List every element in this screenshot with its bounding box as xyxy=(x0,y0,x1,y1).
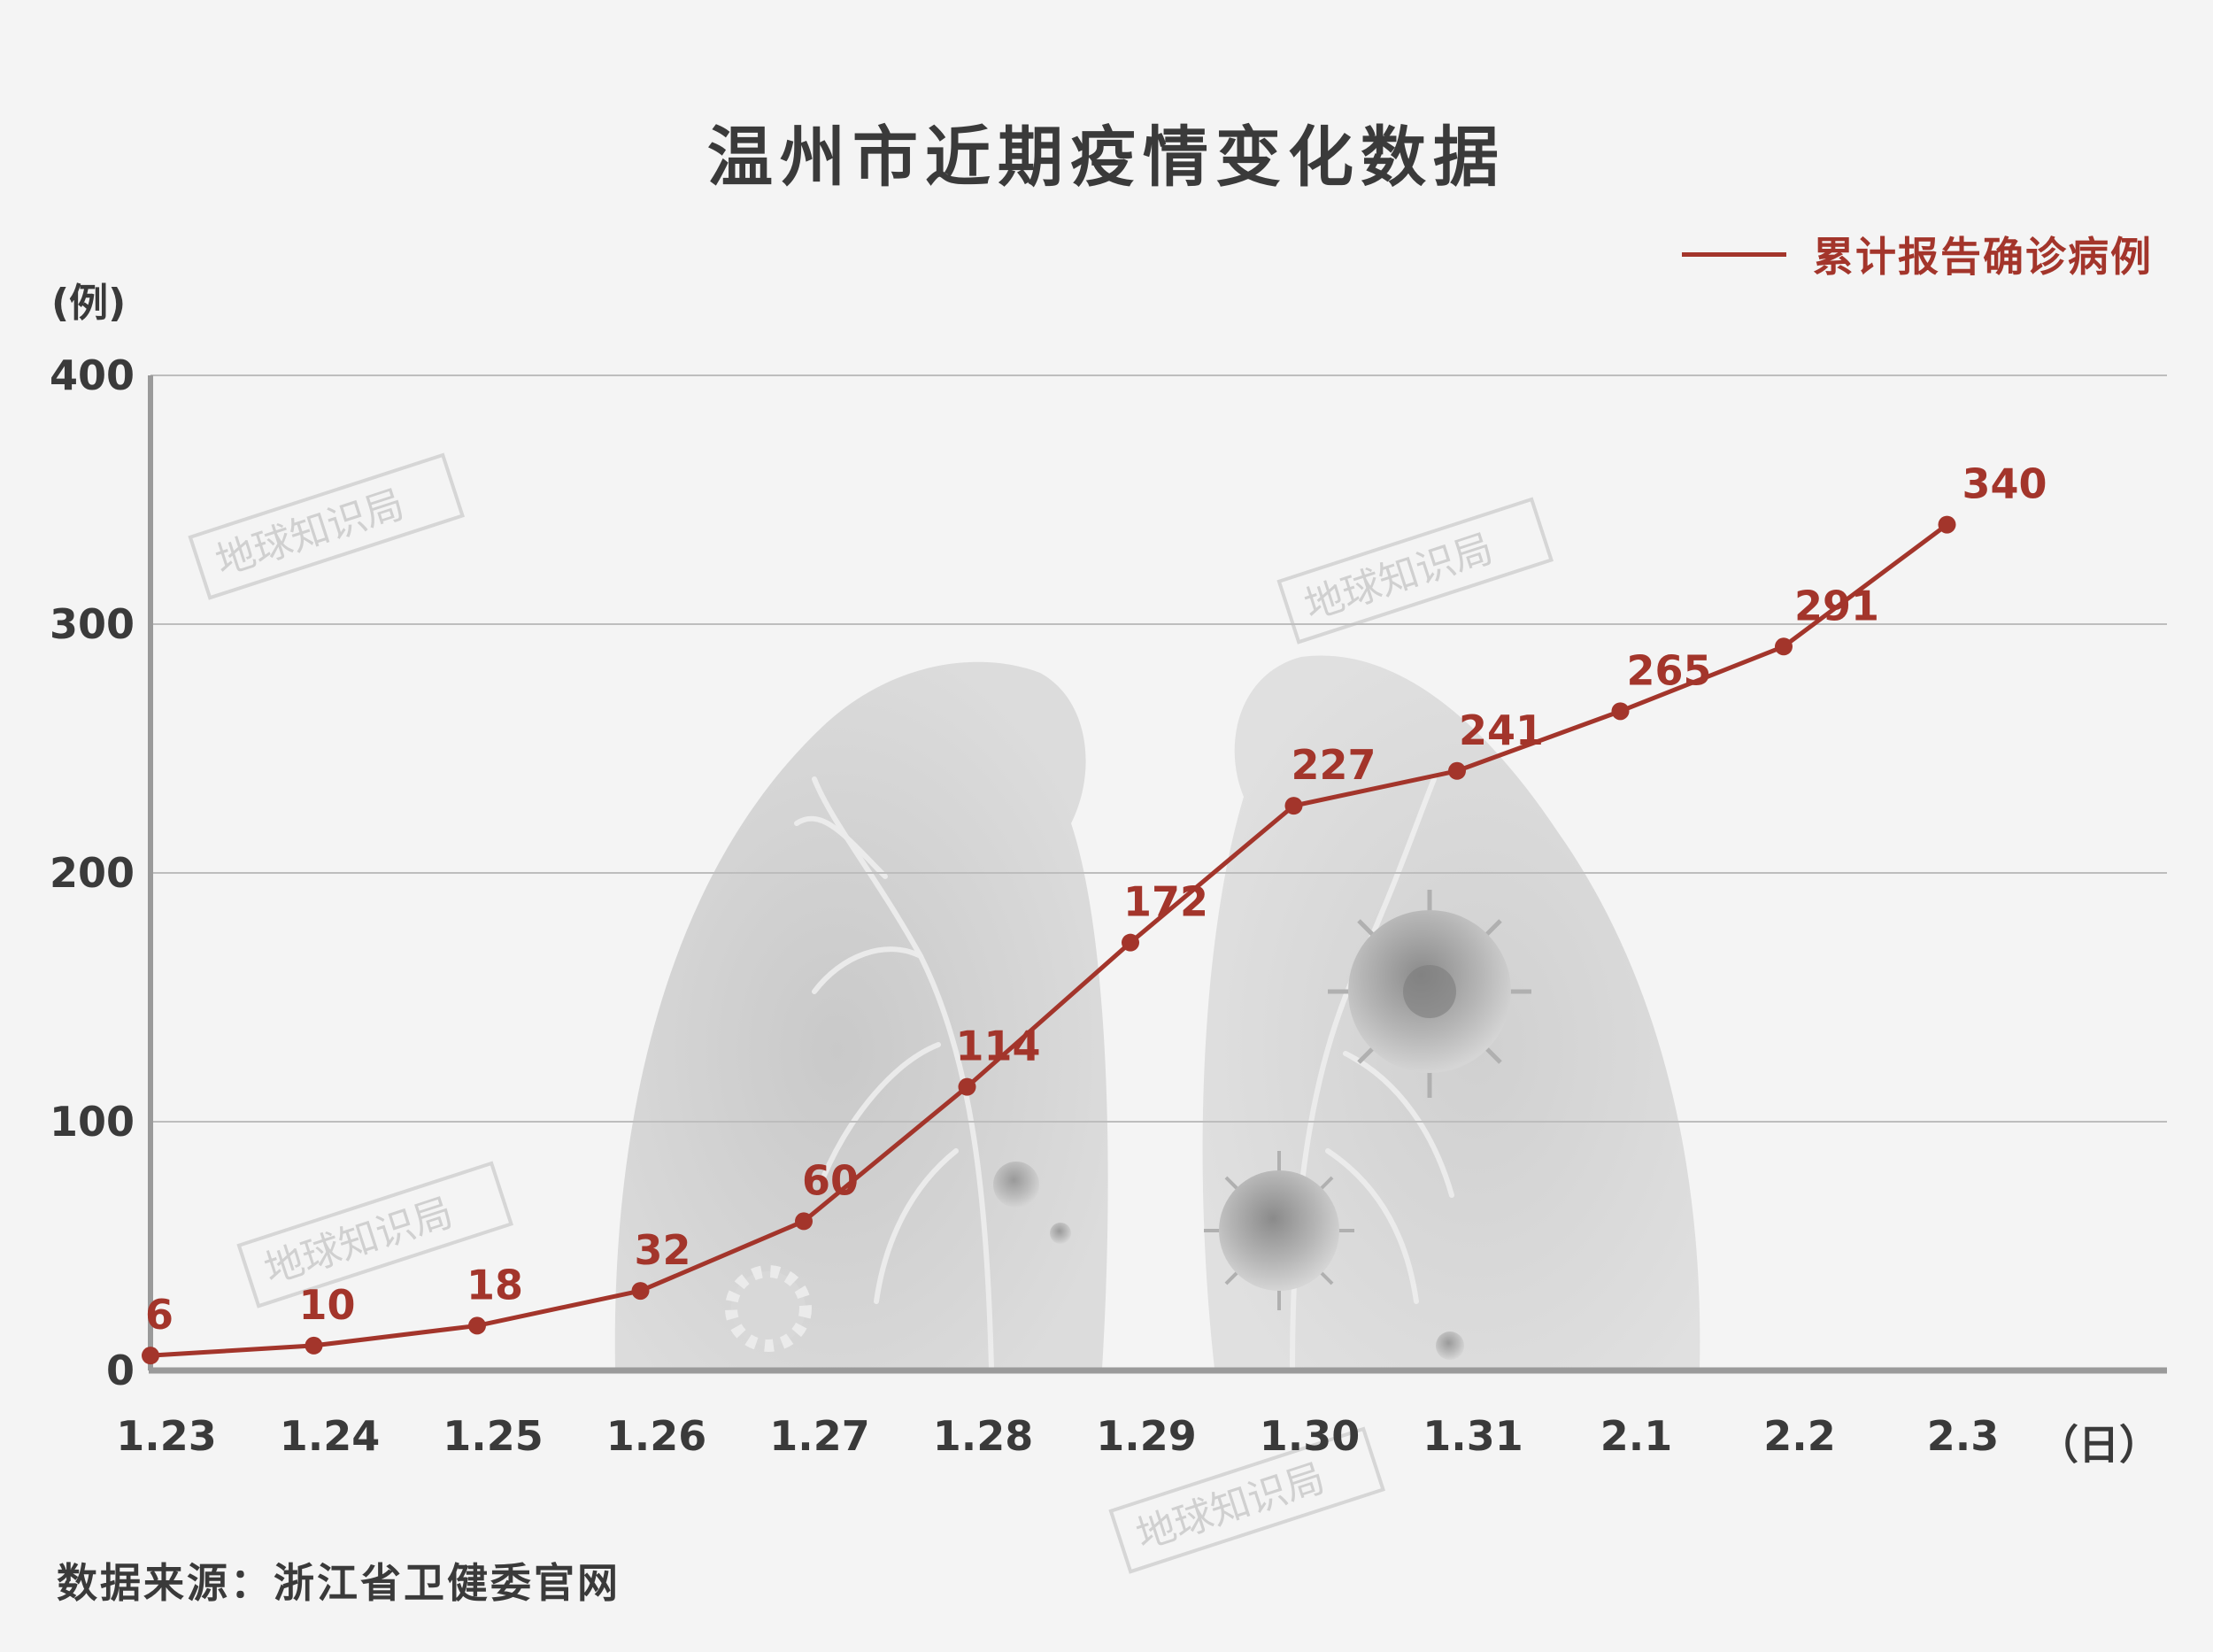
x-tick-label: 1.29 xyxy=(1096,1412,1197,1460)
data-point xyxy=(1775,637,1793,656)
data-point xyxy=(958,1077,976,1096)
y-tick-label: 400 xyxy=(50,351,135,399)
x-tick-label: 2.1 xyxy=(1600,1412,1673,1460)
y-tick-label: 0 xyxy=(106,1347,135,1394)
data-labels: 6 10 18 32 60 114 172 227 241 265 291 340 xyxy=(145,460,2047,1339)
x-axis-unit: （日） xyxy=(2038,1421,2160,1469)
x-tick-label: 1.24 xyxy=(280,1412,381,1460)
x-tick-label: 1.31 xyxy=(1423,1412,1523,1460)
data-point xyxy=(1611,702,1630,721)
series-cumulative-cases xyxy=(142,515,1956,1365)
x-tick-label: 1.27 xyxy=(769,1412,870,1460)
data-label: 265 xyxy=(1626,646,1711,694)
data-point xyxy=(1938,515,1956,534)
data-label: 241 xyxy=(1459,706,1544,754)
legend-label: 累计报告确诊病例 xyxy=(1813,233,2153,281)
data-point xyxy=(468,1316,486,1335)
lungs-illustration xyxy=(614,655,1700,1371)
x-tick-label: 1.30 xyxy=(1260,1412,1361,1460)
x-tick-label: 2.3 xyxy=(1927,1412,2000,1460)
data-label: 32 xyxy=(634,1226,690,1274)
data-label: 291 xyxy=(1794,582,1879,629)
x-tick-label: 2.2 xyxy=(1763,1412,1836,1460)
data-point xyxy=(305,1336,323,1355)
y-tick-label: 300 xyxy=(50,600,135,648)
data-label: 6 xyxy=(145,1291,173,1339)
data-point xyxy=(1122,933,1139,952)
data-label: 10 xyxy=(298,1281,355,1329)
x-tick-label: 1.28 xyxy=(933,1412,1034,1460)
virus-illustration xyxy=(725,890,1531,1360)
data-label: 172 xyxy=(1123,878,1208,926)
data-label: 18 xyxy=(467,1261,523,1308)
y-tick-label: 200 xyxy=(50,849,135,897)
y-axis-ticks: 0 100 200 300 400 xyxy=(50,351,135,1394)
chart-title: 温州市近期疫情变化数据 xyxy=(707,120,1506,196)
x-tick-label: 1.26 xyxy=(606,1412,707,1460)
data-point xyxy=(1284,797,1303,815)
data-source: 数据来源：浙江省卫健委官网 xyxy=(57,1559,621,1607)
grid-lines xyxy=(150,374,2167,1123)
axes xyxy=(148,375,2167,1374)
series-line xyxy=(150,522,1948,1358)
x-tick-label: 1.25 xyxy=(443,1412,544,1460)
data-point xyxy=(1448,761,1466,780)
data-label: 60 xyxy=(802,1156,859,1204)
data-point xyxy=(795,1212,813,1231)
data-point xyxy=(631,1282,650,1301)
x-axis-ticks: 1.23 1.24 1.25 1.26 1.27 1.28 1.29 1.30 1.31 2.1 2… xyxy=(116,1412,1999,1460)
legend-line-swatch xyxy=(1682,251,1786,257)
data-point xyxy=(142,1347,159,1365)
y-axis-unit: (例) xyxy=(51,281,127,326)
data-label: 340 xyxy=(1962,460,2047,508)
legend: 累计报告确诊病例 xyxy=(1682,225,2153,283)
data-label: 227 xyxy=(1291,741,1376,789)
y-tick-label: 100 xyxy=(50,1098,135,1146)
x-tick-label: 1.23 xyxy=(116,1412,217,1460)
data-label: 114 xyxy=(955,1023,1040,1070)
